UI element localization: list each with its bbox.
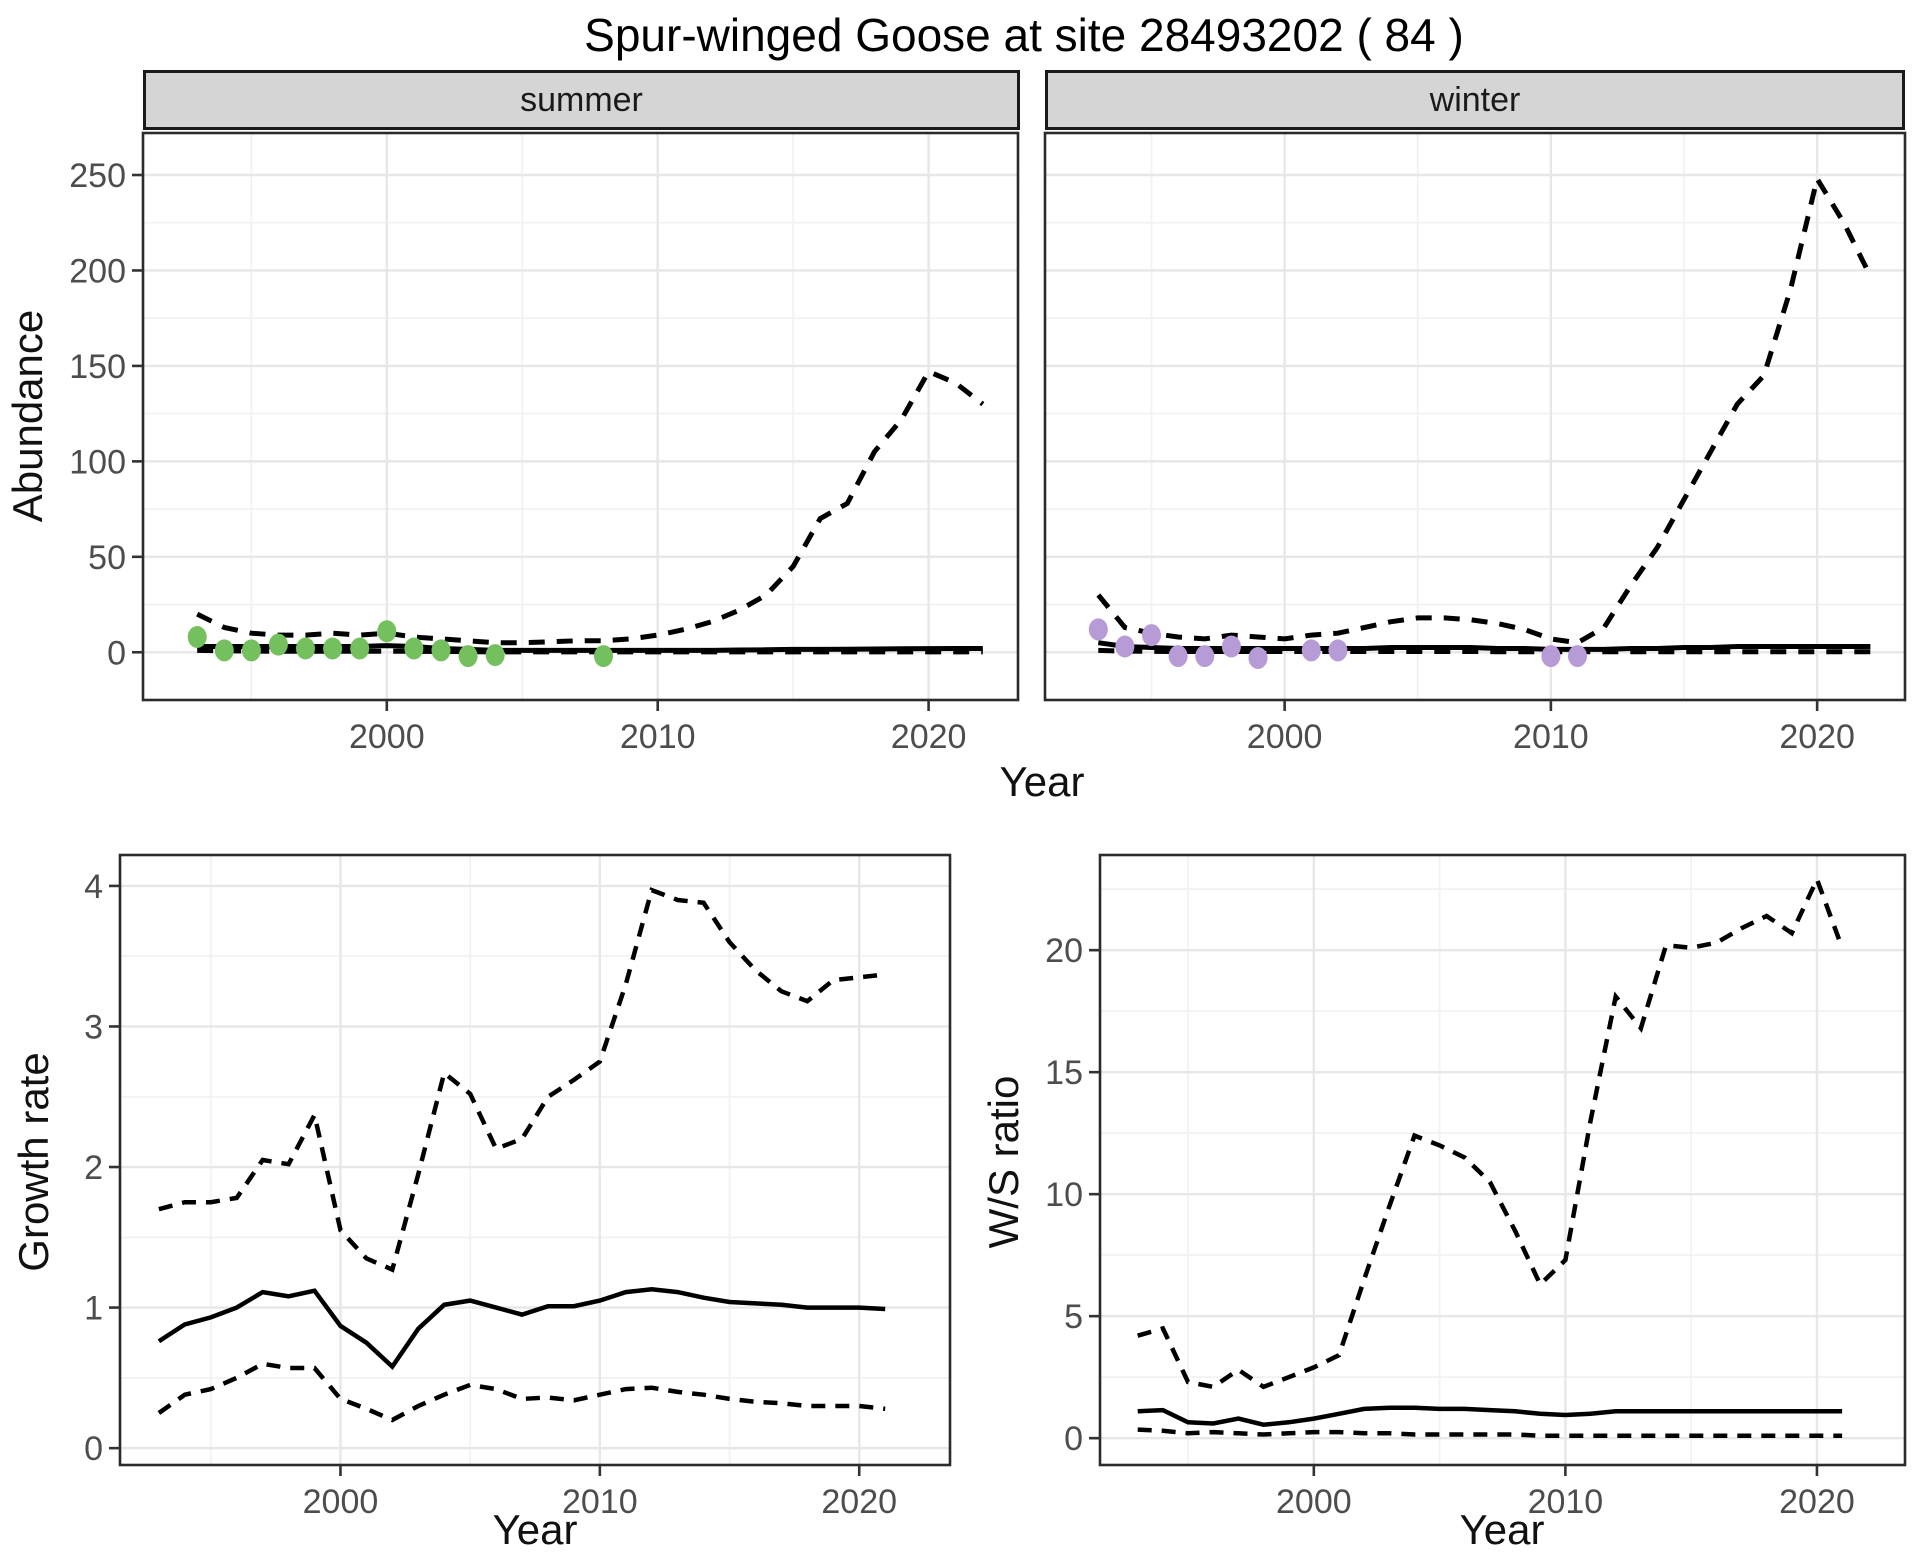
chart-growth-rate: 2000 2010 2020 0 1 2 3 4 xyxy=(45,852,957,1545)
chart-abundance-summer: 2000 2010 2020 0 50 100 150 200 250 xyxy=(68,130,1020,780)
observed-counts-winter-point xyxy=(1195,645,1215,668)
median-line xyxy=(1137,1405,1843,1427)
panel-border xyxy=(1098,853,1907,1467)
y-tick-label: 20 xyxy=(1045,932,1083,970)
x-tick-label: 2000 xyxy=(349,718,425,756)
facet-strip-winter: winter xyxy=(1045,70,1905,130)
x-tick-label: 2020 xyxy=(821,1483,897,1521)
y-tick-label: 150 xyxy=(69,348,126,386)
y-tick-label: 2 xyxy=(84,1149,103,1187)
y-tick-label: 0 xyxy=(1064,1420,1083,1458)
panel-border xyxy=(141,131,1020,702)
x-axis-title-year-growth: Year xyxy=(492,1506,578,1553)
lower-ci-line xyxy=(157,1361,886,1423)
upper-ci-line xyxy=(1137,873,1845,1390)
observed-counts-winter-point xyxy=(1541,645,1561,668)
observed-counts-summer-point xyxy=(594,645,613,668)
observed-counts-winter-point xyxy=(1568,645,1587,668)
observed-counts-winter-point xyxy=(1115,635,1135,658)
observed-counts-summer-point xyxy=(268,633,288,656)
upper-ci-line xyxy=(158,887,886,1273)
x-tick-label: 2010 xyxy=(1513,718,1589,756)
observed-counts-summer-point xyxy=(404,637,424,660)
observed-counts-winter-point xyxy=(1142,624,1161,647)
y-tick-label: 15 xyxy=(1045,1054,1083,1092)
observed-counts-summer-point xyxy=(296,637,315,660)
plot-title: Spur-winged Goose at site 28493202 ( 84 … xyxy=(584,9,1464,61)
observed-counts-summer-point xyxy=(187,626,207,648)
observed-counts-winter-point xyxy=(1248,647,1268,669)
x-tick-label: 2000 xyxy=(303,1483,379,1521)
median-line xyxy=(157,1287,886,1371)
observed-counts-summer-point xyxy=(350,637,370,660)
panel-background xyxy=(120,855,950,1465)
y-tick-label: 100 xyxy=(69,443,126,481)
observed-counts-summer-point xyxy=(214,639,234,662)
panel-background xyxy=(1100,855,1905,1465)
lower-ci-line xyxy=(1137,1427,1843,1438)
lower-ci-line xyxy=(197,647,983,655)
panel-background xyxy=(143,133,1018,700)
growth-rate-svg: 2000 2010 2020 0 1 2 3 4 xyxy=(84,853,952,1521)
y-tick-label: 0 xyxy=(107,634,126,672)
x-tick-label: 2000 xyxy=(1247,718,1323,756)
y-tick-label: 1 xyxy=(84,1290,103,1328)
x-tick-label: 2020 xyxy=(891,718,967,756)
y-tick-label: 200 xyxy=(69,252,126,290)
x-tick-label: 2020 xyxy=(1779,718,1855,756)
observed-counts-summer-point xyxy=(323,637,343,660)
y-tick-label: 3 xyxy=(84,1008,103,1046)
observed-counts-winter-point xyxy=(1088,618,1108,641)
observed-counts-winter-point xyxy=(1328,639,1348,662)
y-axis-title-ws-ratio: W/S ratio xyxy=(980,1075,1027,1249)
x-tick-label: 2010 xyxy=(562,1483,638,1521)
upper-ci-line xyxy=(1096,172,1873,646)
ws-ratio-svg: 2000 2010 2020 0 5 10 15 20 xyxy=(1045,853,1907,1521)
panel-border xyxy=(118,853,952,1467)
y-tick-label: 50 xyxy=(88,539,126,577)
facet-strip-summer-label: summer xyxy=(520,80,643,119)
panel-background xyxy=(1045,133,1905,700)
facet-strip-winter-label: winter xyxy=(1429,80,1521,119)
abundance-summer-svg: 2000 2010 2020 0 50 100 150 200 250 xyxy=(69,131,1020,756)
x-tick-label: 2000 xyxy=(1276,1483,1352,1521)
x-axis-title-year-ws: Year xyxy=(1459,1506,1545,1553)
observed-counts-winter-point xyxy=(1301,639,1321,662)
observed-counts-summer-point xyxy=(458,645,478,668)
y-axis-title-abundance: Abundance xyxy=(4,309,51,523)
y-tick-label: 250 xyxy=(69,157,126,195)
observed-counts-summer-point xyxy=(377,620,397,643)
y-tick-label: 5 xyxy=(1064,1298,1083,1336)
upper-ci-line xyxy=(196,368,985,646)
y-tick-label: 0 xyxy=(84,1430,103,1468)
chart-ws-ratio: 2000 2010 2020 0 5 10 15 20 xyxy=(1025,852,1910,1545)
x-tick-label: 2020 xyxy=(1779,1483,1855,1521)
facet-strip-summer: summer xyxy=(143,70,1020,130)
observed-counts-summer-point xyxy=(485,644,505,667)
observed-counts-summer-point xyxy=(431,639,451,662)
chart-abundance-winter: 2000 2010 2020 xyxy=(1041,130,1908,780)
y-tick-label: 4 xyxy=(84,868,103,906)
panel-border xyxy=(1043,131,1907,702)
observed-counts-summer-point xyxy=(241,639,261,662)
observed-counts-winter-point xyxy=(1221,635,1241,658)
y-tick-label: 10 xyxy=(1045,1176,1083,1214)
x-tick-label: 2010 xyxy=(1528,1483,1604,1521)
observed-counts-winter-point xyxy=(1168,645,1188,668)
x-tick-label: 2010 xyxy=(620,718,696,756)
abundance-winter-svg: 2000 2010 2020 xyxy=(1043,131,1907,756)
x-axis-title-year-top: Year xyxy=(999,758,1085,805)
